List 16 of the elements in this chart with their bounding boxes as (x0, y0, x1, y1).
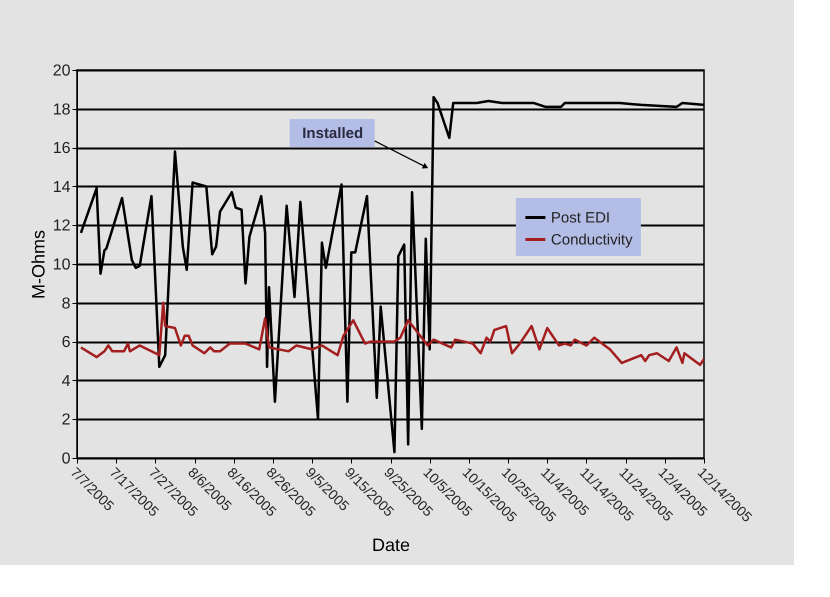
annotation: Installed (302, 124, 364, 142)
y-tick-label: 4 (62, 372, 71, 390)
y-tick-label: 0 (62, 450, 71, 468)
y-tick-label: 18 (52, 101, 71, 118)
y-tick-label: 8 (62, 295, 71, 312)
y-tick-label: 14 (52, 178, 71, 196)
y-tick-label: 16 (52, 140, 71, 158)
legend-label: Post EDI (550, 210, 610, 227)
y-tick-label: 12 (52, 218, 71, 235)
y-tick-label: 6 (62, 334, 71, 352)
y-tick-label: 10 (52, 256, 71, 274)
y-tick-label: 20 (52, 62, 71, 80)
x-axis-title: Date (372, 534, 410, 555)
y-tick-label: 2 (62, 412, 71, 429)
y-axis-title: M-Ohms (28, 230, 49, 299)
legend-label: Conductivity (550, 232, 634, 249)
